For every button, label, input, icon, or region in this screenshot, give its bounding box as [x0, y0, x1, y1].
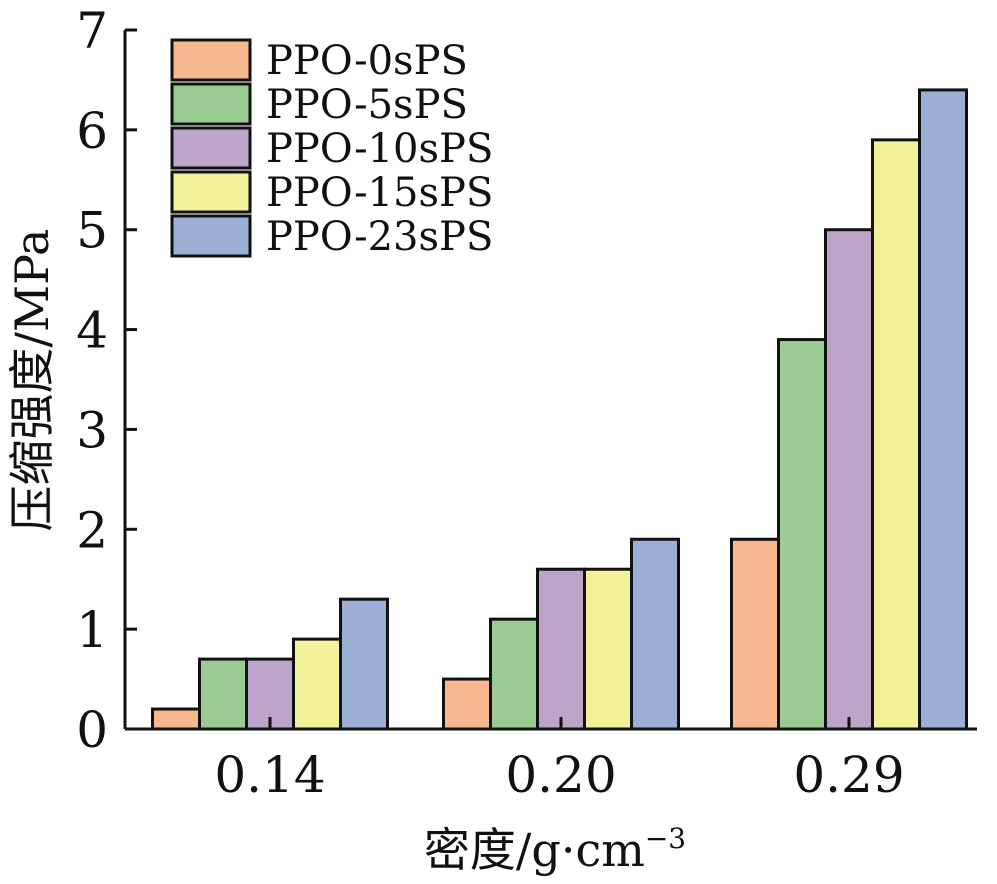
bar-ppo-10sps-0.20 — [536, 567, 586, 731]
y-tick-label: 5 — [76, 202, 108, 260]
x-axis-label-exponent: −3 — [645, 822, 686, 855]
y-tick-label: 1 — [76, 601, 108, 659]
legend-swatch — [170, 214, 252, 258]
legend-swatch — [170, 38, 252, 82]
legend-label: PPO-15sPS — [266, 170, 493, 216]
bar-ppo-15sps-0.20 — [583, 567, 633, 731]
bars-group — [151, 88, 968, 731]
x-tick-label: 0.14 — [214, 746, 325, 804]
bar-ppo-0sps-0.29 — [730, 537, 780, 731]
x-axis-label: 密度/g·cm−3 — [424, 822, 686, 877]
legend-swatch — [170, 126, 252, 170]
y-tick-label: 4 — [76, 302, 108, 360]
x-axis-label-main: 密度/g·cm — [424, 823, 645, 877]
bar-ppo-15sps-0.14 — [292, 637, 342, 731]
bar-ppo-5sps-0.20 — [489, 617, 539, 731]
legend-swatch — [170, 82, 252, 126]
x-tick-label: 0.29 — [793, 746, 904, 804]
y-axis-label: 压缩强度/MPa — [5, 229, 59, 532]
legend-swatch — [170, 170, 252, 214]
legend-label: PPO-5sPS — [266, 82, 468, 128]
legend: PPO-0sPSPPO-5sPSPPO-10sPSPPO-15sPSPPO-23… — [170, 38, 493, 260]
bar-ppo-0sps-0.14 — [151, 707, 201, 731]
bar-ppo-23sps-0.20 — [630, 537, 680, 731]
y-ticks-group: 0 1 2 3 4 5 6 7 — [76, 2, 137, 759]
y-tick-label: 3 — [76, 401, 108, 459]
x-tick-label: 0.20 — [505, 746, 616, 804]
legend-label: PPO-23sPS — [266, 214, 493, 260]
y-tick-label: 2 — [76, 501, 108, 559]
y-tick-label: 6 — [76, 102, 108, 160]
x-ticks-group: 0.14 0.20 0.29 — [214, 717, 905, 804]
bar-ppo-23sps-0.29 — [918, 88, 968, 731]
bar-ppo-23sps-0.14 — [339, 597, 389, 731]
axes-group — [123, 30, 977, 731]
legend-label: PPO-0sPS — [266, 38, 468, 84]
bar-ppo-15sps-0.29 — [871, 138, 921, 731]
bar-ppo-10sps-0.29 — [824, 228, 874, 731]
legend-label: PPO-10sPS — [266, 126, 493, 172]
bar-ppo-5sps-0.29 — [777, 338, 827, 731]
bar-ppo-5sps-0.14 — [198, 657, 248, 731]
bar-ppo-0sps-0.20 — [442, 677, 492, 731]
y-tick-label: 0 — [76, 701, 108, 759]
y-tick-label: 7 — [76, 2, 108, 60]
